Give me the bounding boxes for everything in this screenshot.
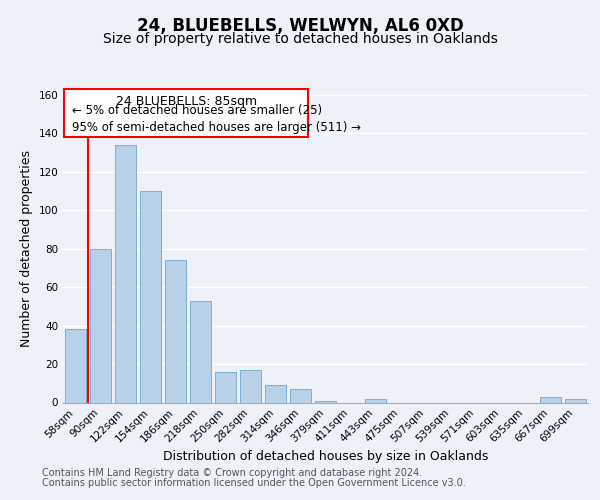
Text: 24, BLUEBELLS, WELWYN, AL6 0XD: 24, BLUEBELLS, WELWYN, AL6 0XD <box>137 18 463 36</box>
Bar <box>190 300 211 402</box>
Bar <box>540 396 561 402</box>
Bar <box>565 398 586 402</box>
Bar <box>140 191 161 402</box>
Bar <box>315 400 336 402</box>
Text: ← 5% of detached houses are smaller (25): ← 5% of detached houses are smaller (25) <box>72 104 322 118</box>
FancyBboxPatch shape <box>64 89 308 138</box>
Y-axis label: Number of detached properties: Number of detached properties <box>20 150 33 347</box>
Bar <box>90 248 111 402</box>
Text: 95% of semi-detached houses are larger (511) →: 95% of semi-detached houses are larger (… <box>72 121 361 134</box>
Bar <box>365 398 386 402</box>
X-axis label: Distribution of detached houses by size in Oaklands: Distribution of detached houses by size … <box>163 450 488 463</box>
Bar <box>265 385 286 402</box>
Bar <box>115 145 136 403</box>
Bar <box>240 370 261 402</box>
Text: 24 BLUEBELLS: 85sqm: 24 BLUEBELLS: 85sqm <box>116 95 257 108</box>
Bar <box>165 260 186 402</box>
Text: Contains HM Land Registry data © Crown copyright and database right 2024.: Contains HM Land Registry data © Crown c… <box>42 468 422 477</box>
Bar <box>215 372 236 402</box>
Text: Contains public sector information licensed under the Open Government Licence v3: Contains public sector information licen… <box>42 478 466 488</box>
Bar <box>290 389 311 402</box>
Text: Size of property relative to detached houses in Oaklands: Size of property relative to detached ho… <box>103 32 497 46</box>
Bar <box>65 330 86 402</box>
